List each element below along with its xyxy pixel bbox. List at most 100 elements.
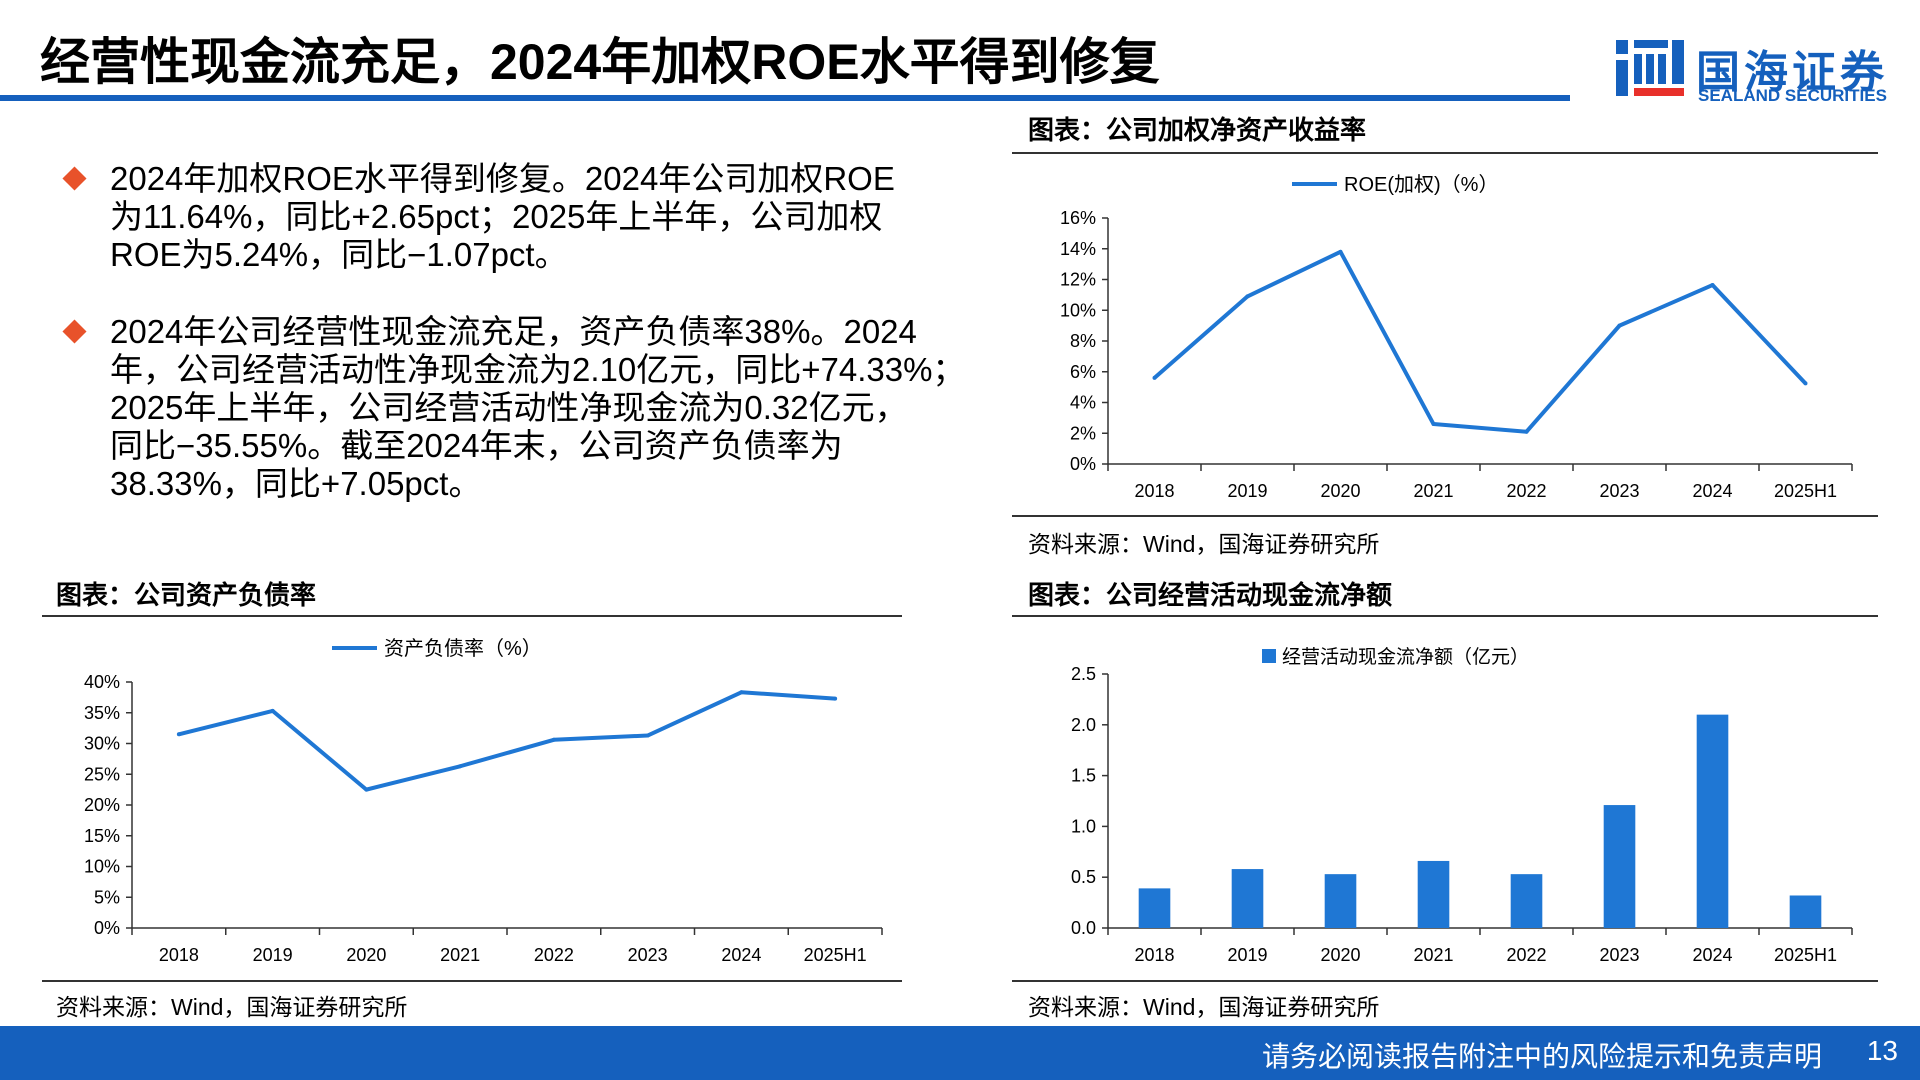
y-tick-label: 8% (1070, 331, 1096, 351)
y-tick-label: 2% (1070, 423, 1096, 443)
cash-panel-top-rule (1012, 615, 1878, 617)
x-tick-label: 2018 (159, 945, 199, 965)
debt-panel-top-rule (42, 615, 902, 617)
data-point (1710, 283, 1715, 288)
roe-panel-top-rule (1012, 152, 1878, 154)
logo-english-name: SEALAND SECURITIES (1698, 86, 1887, 105)
roe-line-chart: ROE(加权)（%） 0% 2% 4% 6% 8% 10% 12% 14% 16% 2018 2019… (1060, 173, 1853, 501)
bar (1417, 860, 1450, 928)
x-tick-label: 2022 (534, 945, 574, 965)
y-tick-label: 12% (1060, 270, 1096, 290)
x-tick-label: 2023 (628, 945, 668, 965)
data-point (176, 732, 181, 737)
x-tick-label: 2025H1 (804, 945, 867, 965)
x-tick-label: 2019 (253, 945, 293, 965)
y-tick-label: 25% (84, 764, 120, 784)
y-tick-label: 0.0 (1071, 918, 1096, 938)
data-point (645, 733, 650, 738)
legend-bar-swatch (1262, 649, 1276, 663)
data-point (1524, 429, 1529, 434)
y-tick-label: 5% (94, 887, 120, 907)
y-tick-label: 20% (84, 795, 120, 815)
debt-panel-bottom-rule (42, 980, 902, 982)
data-point (270, 708, 275, 713)
x-tick-label: 2019 (1227, 481, 1267, 501)
x-tick-label: 2024 (1692, 945, 1732, 965)
sealand-logo-icon (1616, 40, 1684, 96)
page-number: 13 (1866, 1035, 1898, 1066)
data-point (1338, 249, 1343, 254)
series-line (1153, 249, 1807, 434)
page-title: 经营性现金流充足，2024年加权ROE水平得到修复 (40, 34, 1160, 90)
data-point (1245, 294, 1250, 299)
x-tick-label: 2024 (1692, 481, 1732, 501)
bar (1603, 805, 1636, 928)
y-tick-label: 0% (1070, 454, 1096, 474)
data-point (739, 690, 744, 695)
bullet-text: 2024年公司经营性现金流充足，资产负债率38%。2024 年，公司经营活动性净… (110, 313, 966, 502)
y-tick-label: 14% (1060, 239, 1096, 259)
data-point (1803, 381, 1808, 386)
logo-chinese-name: 国海证券 (1696, 48, 1888, 97)
bar (1510, 874, 1543, 928)
title-underline (0, 95, 1570, 101)
x-tick-label: 2021 (1413, 481, 1453, 501)
y-tick-label: 10% (1060, 300, 1096, 320)
y-tick-label: 2.0 (1071, 715, 1096, 735)
data-point (364, 787, 369, 792)
footer-bar: 请务必阅读报告附注中的风险提示和免责声明 13 (0, 1026, 1920, 1080)
bullet-text: 2024年加权ROE水平得到修复。2024年公司加权ROE 为11.64%，同比… (110, 160, 895, 273)
y-tick-label: 6% (1070, 362, 1096, 382)
debt-panel-title: 图表：公司资产负债率 (56, 580, 317, 610)
footer-disclaimer: 请务必阅读报告附注中的风险提示和免责声明 (1261, 1041, 1822, 1072)
x-tick-label: 2020 (346, 945, 386, 965)
y-tick-label: 4% (1070, 393, 1096, 413)
legend-label: 资产负债率（%） (384, 637, 542, 660)
bullet-diamond-icon (62, 166, 87, 191)
roe-source: 资料来源：Wind，国海证券研究所 (1028, 531, 1380, 557)
debt-source: 资料来源：Wind，国海证券研究所 (56, 994, 408, 1020)
y-tick-label: 1.0 (1071, 816, 1096, 836)
x-tick-label: 2020 (1320, 945, 1360, 965)
x-tick-label: 2020 (1320, 481, 1360, 501)
data-point (1152, 375, 1157, 380)
x-tick-label: 2022 (1506, 945, 1546, 965)
x-tick-label: 2023 (1599, 945, 1639, 965)
x-tick-label: 2023 (1599, 481, 1639, 501)
x-tick-label: 2022 (1506, 481, 1546, 501)
legend-label: 经营活动现金流净额（亿元） (1282, 646, 1529, 668)
bar (1789, 895, 1822, 928)
data-point (458, 764, 463, 769)
debt-ratio-line-chart: 资产负债率（%） 0% 5% 10% 15% 20% 25% 30% 35% 40% 2018 201… (84, 637, 883, 965)
data-point (551, 737, 556, 742)
bar (1138, 888, 1171, 928)
y-tick-label: 0.5 (1071, 867, 1096, 887)
x-tick-label: 2019 (1227, 945, 1267, 965)
bar (1231, 869, 1264, 928)
y-tick-label: 1.5 (1071, 766, 1096, 786)
y-tick-label: 10% (84, 857, 120, 877)
y-tick-label: 2.5 (1071, 664, 1096, 684)
y-tick-label: 35% (84, 703, 120, 723)
bar (1324, 874, 1357, 928)
x-tick-label: 2018 (1134, 945, 1174, 965)
data-point (1431, 422, 1436, 427)
roe-panel-bottom-rule (1012, 515, 1878, 517)
cashflow-bar-chart: 经营活动现金流净额（亿元） 0.0 0.5 1.0 1.5 2.0 2.5 2018 2019 2… (1071, 646, 1853, 965)
x-tick-label: 2024 (721, 945, 761, 965)
company-logo: 国海证券 SEALAND SECURITIES (1612, 30, 1912, 110)
series-line (178, 690, 836, 792)
cash-panel-title: 图表：公司经营活动现金流净额 (1028, 580, 1393, 610)
legend-label: ROE(加权)（%） (1344, 173, 1498, 196)
roe-panel-title: 图表：公司加权净资产收益率 (1028, 115, 1367, 145)
bar (1696, 714, 1729, 928)
x-tick-label: 2025H1 (1774, 945, 1837, 965)
y-tick-label: 30% (84, 734, 120, 754)
x-tick-label: 2021 (1413, 945, 1453, 965)
cash-source: 资料来源：Wind，国海证券研究所 (1028, 994, 1380, 1020)
x-tick-label: 2025H1 (1774, 481, 1837, 501)
x-tick-label: 2018 (1134, 481, 1174, 501)
y-tick-label: 40% (84, 672, 120, 692)
y-tick-label: 0% (94, 918, 120, 938)
y-tick-label: 16% (1060, 208, 1096, 228)
